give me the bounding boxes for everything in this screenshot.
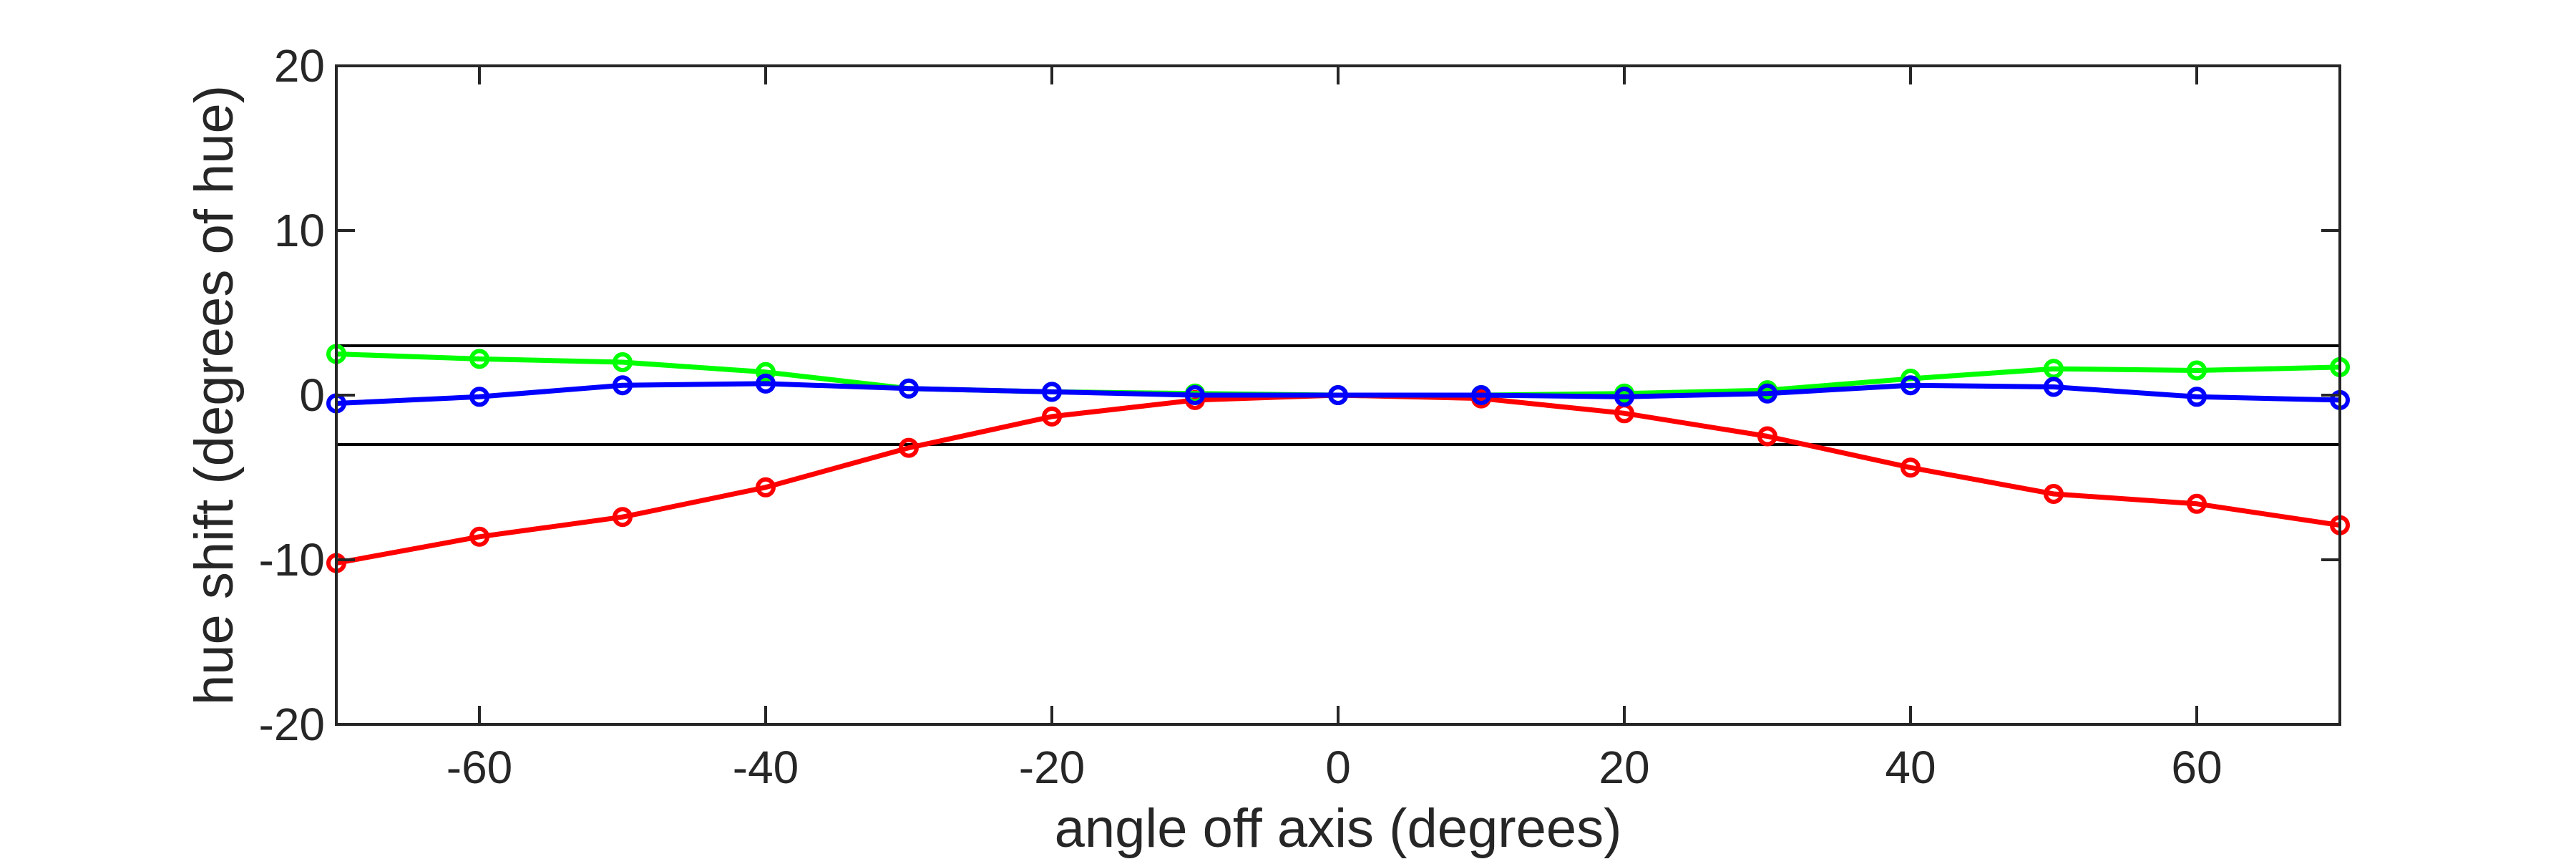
x-tick-label: 20 <box>1599 742 1649 793</box>
data-point <box>1042 406 1062 427</box>
x-tick-label: -20 <box>1019 742 1085 793</box>
data-point <box>756 361 776 382</box>
y-tick-label: -10 <box>259 534 326 586</box>
data-point <box>2187 387 2207 407</box>
data-point <box>613 352 633 372</box>
data-series <box>326 344 2350 573</box>
data-point <box>1757 426 1777 447</box>
reference-lines <box>336 344 2340 446</box>
x-tick-label: 60 <box>2171 742 2222 793</box>
data-point <box>613 375 633 396</box>
data-point <box>2044 484 2064 504</box>
data-point <box>613 507 633 528</box>
y-tick-label: 20 <box>274 40 325 92</box>
data-point <box>1185 385 1205 405</box>
data-point <box>899 437 919 458</box>
series-line-2 <box>336 381 2341 406</box>
axes <box>335 64 2341 726</box>
data-point <box>2044 377 2064 397</box>
x-tick-label: 40 <box>1885 742 1936 793</box>
x-tick-label: 0 <box>1325 742 1351 793</box>
data-point <box>2187 493 2207 514</box>
y-axis-label: hue shift (degrees of hue) <box>184 85 245 705</box>
data-point <box>1328 385 1348 405</box>
tick-labels: -60 -40 -20 0 20 40 60 -20 -10 0 10 20 <box>259 40 2223 793</box>
data-point <box>756 477 776 498</box>
data-point <box>899 378 919 399</box>
y-tick-label: 0 <box>299 369 325 421</box>
data-point <box>1471 385 1491 405</box>
data-point <box>469 387 489 407</box>
x-tick-label: -40 <box>733 742 799 793</box>
data-point <box>1901 457 1921 478</box>
data-point <box>2044 359 2064 379</box>
data-point <box>469 526 489 547</box>
y-tick-label: 10 <box>274 205 325 256</box>
data-point <box>469 349 489 369</box>
data-point <box>1042 382 1062 402</box>
x-tick-label: -60 <box>447 742 513 793</box>
data-point <box>1757 383 1777 404</box>
data-point <box>756 373 776 394</box>
y-tick-label: -20 <box>259 699 326 750</box>
x-axis-label: angle off axis (degrees) <box>1055 798 1622 859</box>
data-point <box>2187 360 2207 381</box>
data-point <box>1614 387 1634 407</box>
series-2 <box>326 373 2350 414</box>
data-point <box>1901 375 1921 396</box>
